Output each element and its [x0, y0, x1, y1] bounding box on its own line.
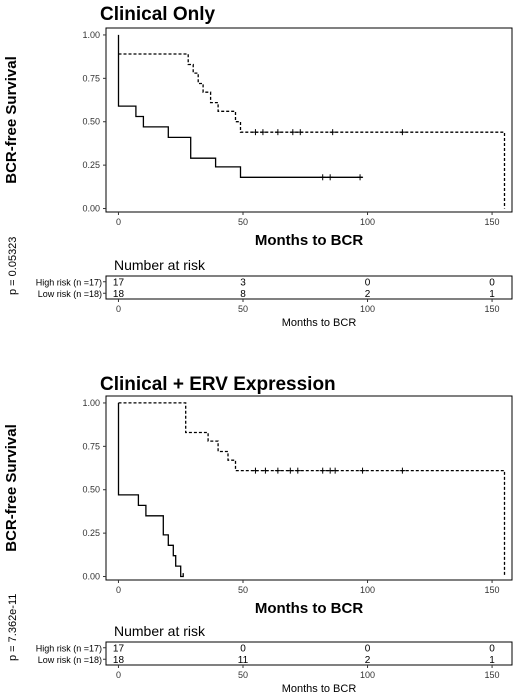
x-tick-label: 100: [360, 585, 375, 595]
risk-count: 17: [113, 277, 125, 288]
risk-count: 0: [240, 643, 246, 654]
chart-title: Clinical + ERV Expression: [100, 374, 336, 395]
y-axis-label: BCR-free Survival: [3, 424, 20, 552]
risk-x-tick-label: 50: [238, 670, 248, 680]
risk-x-tick-label: 150: [485, 670, 500, 680]
risk-count: 2: [365, 289, 371, 300]
risk-row-label: Low risk (n =18): [38, 655, 102, 665]
x-tick-label: 0: [116, 585, 121, 595]
risk-row-label: High risk (n =17): [36, 277, 102, 287]
risk-table-title: Number at risk: [114, 257, 206, 273]
plot-frame: [105, 27, 513, 213]
risk-x-axis-label: Months to BCR: [282, 317, 357, 329]
risk-x-tick-label: 0: [116, 304, 121, 314]
risk-table-title: Number at risk: [114, 623, 206, 639]
risk-x-tick-label: 100: [360, 304, 375, 314]
risk-x-tick-label: 150: [485, 304, 500, 314]
p-value-label: p = 7.362e-11: [7, 594, 19, 661]
y-tick-label: 0.50: [82, 117, 100, 127]
p-value-label: p = 0.05323: [7, 237, 19, 295]
y-tick-label: 0.25: [82, 528, 100, 538]
y-tick-label: 0.75: [82, 73, 100, 83]
risk-count: 0: [365, 277, 371, 288]
risk-table-frame: [105, 275, 513, 300]
risk-count: 2: [365, 655, 371, 666]
x-tick-label: 50: [238, 585, 248, 595]
y-tick-label: 0.50: [82, 485, 100, 495]
chart-title: Clinical Only: [100, 4, 216, 25]
risk-count: 17: [113, 643, 125, 654]
x-tick-label: 0: [116, 217, 121, 227]
risk-count: 11: [238, 655, 249, 666]
y-tick-label: 0.00: [82, 572, 100, 582]
x-axis-label: Months to BCR: [255, 600, 363, 617]
risk-row-label: Low risk (n =18): [38, 289, 102, 299]
risk-count: 18: [113, 289, 125, 300]
low-risk-survival-curve: [118, 402, 506, 577]
risk-count: 8: [240, 289, 246, 300]
risk-count: 0: [365, 643, 371, 654]
risk-count: 1: [489, 289, 495, 300]
risk-x-tick-label: 100: [360, 670, 375, 680]
x-tick-label: 50: [238, 217, 248, 227]
x-axis-label: Months to BCR: [255, 232, 363, 249]
risk-x-tick-label: 0: [116, 670, 121, 680]
low-risk-survival-curve: [118, 53, 506, 209]
y-tick-label: 1.00: [82, 398, 100, 408]
risk-count: 3: [240, 277, 246, 288]
risk-row-label: High risk (n =17): [36, 643, 102, 653]
y-tick-label: 0.75: [82, 441, 100, 451]
risk-x-tick-label: 50: [238, 304, 248, 314]
x-tick-label: 150: [485, 585, 500, 595]
risk-count: 0: [489, 277, 495, 288]
x-tick-label: 150: [485, 217, 500, 227]
risk-x-axis-label: Months to BCR: [282, 683, 357, 695]
y-tick-label: 0.00: [82, 204, 100, 214]
high-risk-survival-curve: [117, 34, 363, 178]
high-risk-survival-curve: [117, 402, 184, 578]
y-tick-label: 1.00: [82, 30, 100, 40]
risk-count: 0: [489, 643, 495, 654]
plot-frame: [105, 395, 513, 581]
y-tick-label: 0.25: [82, 160, 100, 170]
risk-count: 18: [113, 655, 125, 666]
risk-table-frame: [105, 641, 513, 666]
x-tick-label: 100: [360, 217, 375, 227]
y-axis-label: BCR-free Survival: [3, 56, 20, 184]
risk-count: 1: [489, 655, 495, 666]
